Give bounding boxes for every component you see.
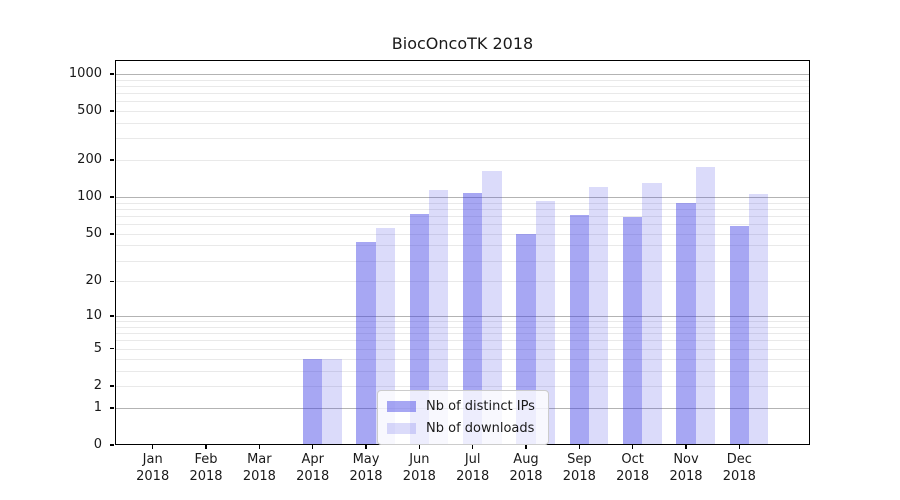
x-tick-mark (311, 445, 314, 449)
minor-gridline (115, 122, 810, 124)
y-tick-label: 1 (93, 399, 102, 415)
y-tick-label: 0 (93, 437, 102, 452)
x-tick-label: Sep 2018 (562, 452, 596, 484)
minor-gridline (115, 85, 810, 87)
minor-gridline (115, 233, 810, 235)
y-tick-label: 100 (77, 189, 102, 205)
bar (676, 203, 696, 445)
x-tick-mark (685, 445, 687, 449)
minor-gridline (115, 385, 810, 387)
x-tick-label: Feb 2018 (189, 452, 223, 484)
y-tick-mark (110, 73, 114, 75)
minor-gridline (115, 321, 810, 323)
x-tick-label: Dec 2018 (722, 452, 756, 484)
x-tick-label: Mar 2018 (242, 452, 276, 484)
minor-gridline (115, 245, 810, 247)
x-tick-mark (631, 445, 634, 449)
x-tick-mark (578, 445, 581, 449)
bar (623, 216, 643, 445)
x-tick-mark (418, 445, 421, 449)
y-tick-label: 1000 (68, 65, 102, 81)
bar (322, 358, 342, 445)
x-tick-label: Jan 2018 (136, 452, 170, 484)
legend-swatch-downloads-icon (387, 423, 416, 434)
y-tick-mark (110, 385, 114, 387)
bar (748, 194, 769, 445)
y-tick-mark (110, 196, 114, 198)
chart-title: BiocOncoTK 2018 (391, 34, 534, 53)
x-tick-label: Aug 2018 (509, 452, 543, 484)
y-tick-label: 5 (93, 340, 102, 356)
x-tick-mark (205, 445, 207, 449)
minor-gridline (115, 333, 810, 335)
x-tick-label: Apr 2018 (296, 452, 330, 484)
x-tick-mark (738, 445, 741, 449)
minor-gridline (115, 348, 810, 350)
bar (463, 192, 483, 445)
y-tick-mark (110, 110, 114, 112)
minor-gridline (115, 281, 810, 283)
legend-label-distinct-ips: Nb of distinct IPs (426, 399, 535, 414)
y-tick-label: 200 (77, 152, 102, 168)
minor-gridline (115, 326, 810, 328)
y-tick-mark (110, 159, 114, 161)
minor-gridline (115, 101, 810, 103)
y-tick-mark (110, 347, 114, 350)
legend-swatch-distinct-ips-icon (387, 401, 416, 412)
bar (303, 358, 323, 445)
minor-gridline (115, 202, 810, 204)
major-gridline (115, 316, 810, 318)
legend-item-downloads: Nb of downloads (387, 419, 539, 438)
bar (535, 200, 555, 445)
y-tick-mark (110, 280, 114, 283)
x-tick-label: May 2018 (349, 452, 383, 484)
bar (695, 166, 715, 445)
y-tick-label: 20 (85, 273, 102, 289)
x-tick-label: Nov 2018 (669, 452, 703, 484)
minor-gridline (115, 79, 810, 81)
bar (588, 186, 609, 445)
x-tick-mark (258, 445, 261, 449)
y-tick-label: 10 (85, 308, 102, 324)
major-gridline (115, 197, 810, 199)
minor-gridline (115, 92, 810, 94)
y-tick-label: 2 (93, 377, 102, 393)
minor-gridline (115, 260, 810, 262)
bar (482, 170, 502, 445)
x-tick-mark (365, 445, 367, 449)
bar (569, 215, 589, 445)
x-tick-label: Oct 2018 (616, 452, 650, 484)
y-tick-mark (110, 444, 114, 446)
bar (729, 225, 749, 445)
minor-gridline (115, 224, 810, 226)
x-tick-mark (525, 445, 527, 449)
y-tick-mark (110, 233, 114, 235)
y-tick-label: 500 (77, 103, 102, 119)
minor-gridline (115, 370, 810, 372)
x-tick-label: Jul 2018 (456, 452, 490, 484)
minor-gridline (115, 138, 810, 140)
bar (429, 190, 449, 445)
y-tick-mark (110, 407, 114, 409)
x-tick-mark (471, 445, 474, 449)
minor-gridline (115, 208, 810, 210)
legend: Nb of distinct IPs Nb of downloads (377, 390, 549, 445)
bar (409, 213, 429, 445)
minor-gridline (115, 160, 810, 162)
major-gridline (115, 73, 810, 75)
legend-label-downloads: Nb of downloads (426, 421, 535, 436)
bar (642, 183, 662, 445)
y-tick-label: 50 (85, 225, 102, 241)
minor-gridline (115, 340, 810, 342)
minor-gridline (115, 111, 810, 113)
x-tick-mark (151, 445, 154, 449)
minor-gridline (115, 215, 810, 217)
minor-gridline (115, 358, 810, 360)
x-tick-label: Jun 2018 (402, 452, 436, 484)
legend-item-distinct-ips: Nb of distinct IPs (387, 397, 539, 416)
y-tick-mark (110, 315, 114, 317)
bar (356, 241, 376, 445)
